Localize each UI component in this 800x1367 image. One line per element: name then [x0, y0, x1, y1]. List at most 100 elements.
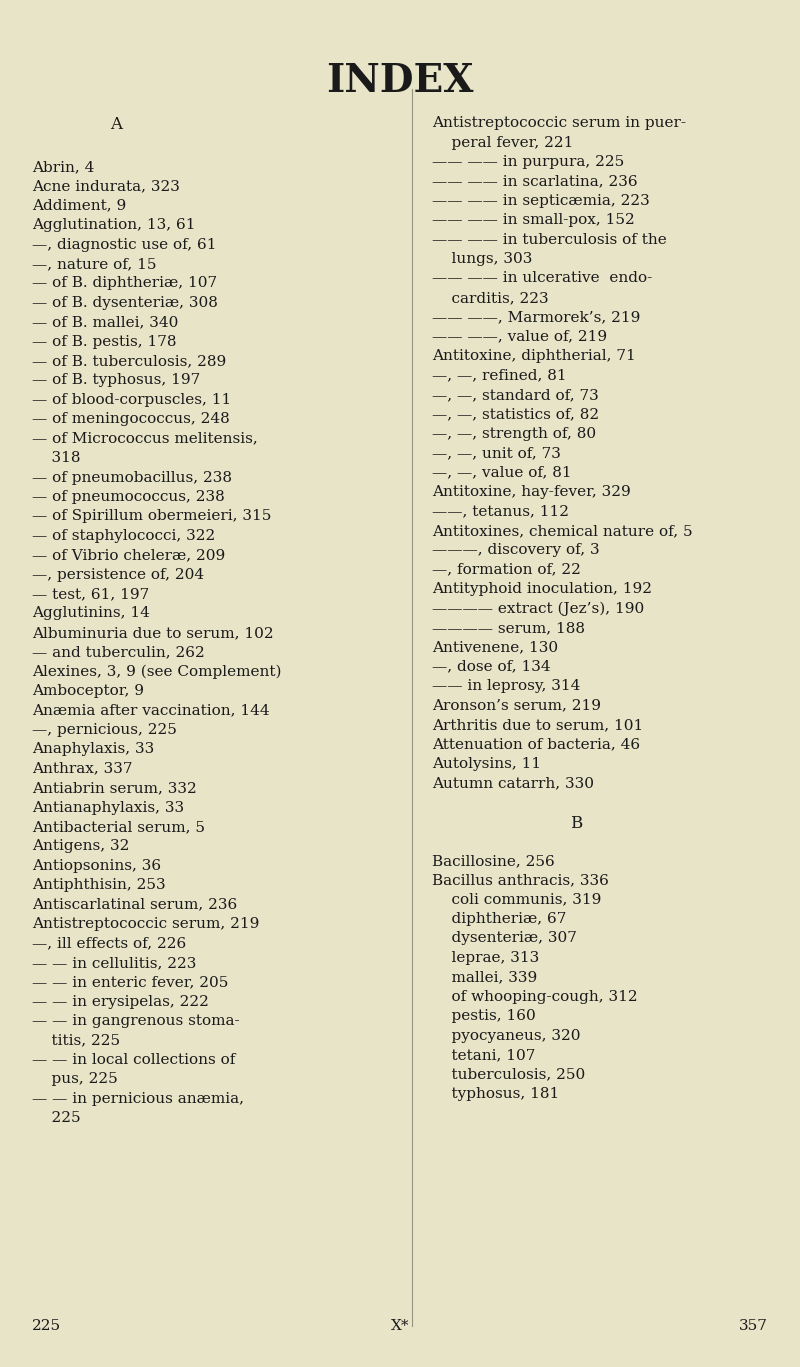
Text: Antistreptococcic serum in puer-: Antistreptococcic serum in puer- [432, 116, 686, 130]
Text: INDEX: INDEX [326, 62, 474, 100]
Text: pus, 225: pus, 225 [32, 1072, 118, 1087]
Text: A: A [110, 116, 122, 133]
Text: coli communis, 319: coli communis, 319 [432, 893, 602, 906]
Text: Alexines, 3, 9 (see Complement): Alexines, 3, 9 (see Complement) [32, 664, 282, 679]
Text: Antiscarlatinal serum, 236: Antiscarlatinal serum, 236 [32, 898, 238, 912]
Text: — of staphylococci, 322: — of staphylococci, 322 [32, 529, 215, 543]
Text: dysenteriæ, 307: dysenteriæ, 307 [432, 931, 577, 946]
Text: —— in leprosy, 314: —— in leprosy, 314 [432, 679, 580, 693]
Text: —— —— in ulcerative  endo-: —— —— in ulcerative endo- [432, 272, 652, 286]
Text: tuberculosis, 250: tuberculosis, 250 [432, 1068, 586, 1081]
Text: Agglutinins, 14: Agglutinins, 14 [32, 607, 150, 621]
Text: leprae, 313: leprae, 313 [432, 951, 539, 965]
Text: Antitoxines, chemical nature of, 5: Antitoxines, chemical nature of, 5 [432, 524, 693, 537]
Text: — of B. mallei, 340: — of B. mallei, 340 [32, 316, 178, 329]
Text: — of pneumococcus, 238: — of pneumococcus, 238 [32, 489, 225, 504]
Text: —, persistence of, 204: —, persistence of, 204 [32, 567, 204, 581]
Text: Antiphthisin, 253: Antiphthisin, 253 [32, 878, 166, 893]
Text: peral fever, 221: peral fever, 221 [432, 135, 574, 149]
Text: Antianaphylaxis, 33: Antianaphylaxis, 33 [32, 801, 184, 815]
Text: ———, discovery of, 3: ———, discovery of, 3 [432, 543, 600, 558]
Text: — of blood-corpuscles, 11: — of blood-corpuscles, 11 [32, 392, 231, 407]
Text: 318: 318 [32, 451, 81, 465]
Text: — of Micrococcus melitensis,: — of Micrococcus melitensis, [32, 432, 258, 446]
Text: —, diagnostic use of, 61: —, diagnostic use of, 61 [32, 238, 217, 252]
Text: ——, tetanus, 112: ——, tetanus, 112 [432, 504, 569, 518]
Text: Albuminuria due to serum, 102: Albuminuria due to serum, 102 [32, 626, 274, 640]
Text: —, —, value of, 81: —, —, value of, 81 [432, 466, 572, 480]
Text: Antitoxine, hay-fever, 329: Antitoxine, hay-fever, 329 [432, 485, 630, 499]
Text: —— —— in tuberculosis of the: —— —— in tuberculosis of the [432, 232, 666, 246]
Text: Anæmia after vaccination, 144: Anæmia after vaccination, 144 [32, 704, 270, 718]
Text: —, —, unit of, 73: —, —, unit of, 73 [432, 446, 561, 461]
Text: diphtheriæ, 67: diphtheriæ, 67 [432, 912, 566, 925]
Text: —, dose of, 134: —, dose of, 134 [432, 660, 550, 674]
Text: —, —, strength of, 80: —, —, strength of, 80 [432, 427, 596, 440]
Text: —, formation of, 22: —, formation of, 22 [432, 563, 581, 577]
Text: lungs, 303: lungs, 303 [432, 252, 532, 267]
Text: —, pernicious, 225: —, pernicious, 225 [32, 723, 177, 737]
Text: — of meningococcus, 248: — of meningococcus, 248 [32, 413, 230, 427]
Text: 225: 225 [32, 1319, 61, 1333]
Text: Antitoxine, diphtherial, 71: Antitoxine, diphtherial, 71 [432, 349, 636, 364]
Text: —, —, statistics of, 82: —, —, statistics of, 82 [432, 407, 599, 421]
Text: Antigens, 32: Antigens, 32 [32, 839, 130, 853]
Text: titis, 225: titis, 225 [32, 1033, 120, 1047]
Text: —— —— in scarlatina, 236: —— —— in scarlatina, 236 [432, 175, 638, 189]
Text: Antivenene, 130: Antivenene, 130 [432, 640, 558, 655]
Text: — — in pernicious anæmia,: — — in pernicious anæmia, [32, 1092, 244, 1106]
Text: Autumn catarrh, 330: Autumn catarrh, 330 [432, 776, 594, 790]
Text: — of B. dysenteriæ, 308: — of B. dysenteriæ, 308 [32, 295, 218, 310]
Text: — of B. diphtheriæ, 107: — of B. diphtheriæ, 107 [32, 276, 217, 290]
Text: Acne indurata, 323: Acne indurata, 323 [32, 179, 180, 193]
Text: 225: 225 [32, 1111, 81, 1125]
Text: pestis, 160: pestis, 160 [432, 1009, 536, 1023]
Text: typhosus, 181: typhosus, 181 [432, 1087, 559, 1100]
Text: ———— serum, 188: ———— serum, 188 [432, 621, 585, 634]
Text: Amboceptor, 9: Amboceptor, 9 [32, 684, 144, 699]
Text: —, —, refined, 81: —, —, refined, 81 [432, 369, 566, 383]
Text: — of Spirillum obermeieri, 315: — of Spirillum obermeieri, 315 [32, 510, 271, 524]
Text: mallei, 339: mallei, 339 [432, 971, 538, 984]
Text: ———— extract (Jez’s), 190: ———— extract (Jez’s), 190 [432, 601, 644, 617]
Text: carditis, 223: carditis, 223 [432, 291, 549, 305]
Text: —— —— in purpura, 225: —— —— in purpura, 225 [432, 154, 624, 170]
Text: Antityphoid inoculation, 192: Antityphoid inoculation, 192 [432, 582, 652, 596]
Text: —, ill effects of, 226: —, ill effects of, 226 [32, 936, 186, 950]
Text: Autolysins, 11: Autolysins, 11 [432, 757, 541, 771]
Text: — of B. tuberculosis, 289: — of B. tuberculosis, 289 [32, 354, 226, 368]
Text: B: B [570, 815, 582, 833]
Text: — — in enteric fever, 205: — — in enteric fever, 205 [32, 975, 228, 990]
Text: — — in erysipelas, 222: — — in erysipelas, 222 [32, 995, 209, 1009]
Text: — — in cellulitis, 223: — — in cellulitis, 223 [32, 956, 196, 969]
Text: Bacillosine, 256: Bacillosine, 256 [432, 854, 554, 868]
Text: — — in gangrenous stoma-: — — in gangrenous stoma- [32, 1014, 240, 1028]
Text: — test, 61, 197: — test, 61, 197 [32, 586, 150, 601]
Text: — and tuberculin, 262: — and tuberculin, 262 [32, 645, 205, 659]
Text: Antiabrin serum, 332: Antiabrin serum, 332 [32, 781, 197, 796]
Text: 357: 357 [739, 1319, 768, 1333]
Text: Antibacterial serum, 5: Antibacterial serum, 5 [32, 820, 205, 834]
Text: of whooping-cough, 312: of whooping-cough, 312 [432, 990, 638, 1003]
Text: — — in local collections of: — — in local collections of [32, 1053, 235, 1066]
Text: — of pneumobacillus, 238: — of pneumobacillus, 238 [32, 470, 232, 484]
Text: Attenuation of bacteria, 46: Attenuation of bacteria, 46 [432, 737, 640, 752]
Text: — of Vibrio cheleræ, 209: — of Vibrio cheleræ, 209 [32, 548, 226, 562]
Text: Anthrax, 337: Anthrax, 337 [32, 761, 133, 775]
Text: Anaphylaxis, 33: Anaphylaxis, 33 [32, 742, 154, 756]
Text: tetani, 107: tetani, 107 [432, 1048, 535, 1062]
Text: Addiment, 9: Addiment, 9 [32, 198, 126, 213]
Text: Antiopsonins, 36: Antiopsonins, 36 [32, 858, 161, 872]
Text: —, nature of, 15: —, nature of, 15 [32, 257, 157, 271]
Text: Aronson’s serum, 219: Aronson’s serum, 219 [432, 699, 601, 712]
Text: pyocyaneus, 320: pyocyaneus, 320 [432, 1028, 581, 1043]
Text: —— —— in small-pox, 152: —— —— in small-pox, 152 [432, 213, 634, 227]
Text: Agglutination, 13, 61: Agglutination, 13, 61 [32, 219, 195, 232]
Text: —— —— in septicæmia, 223: —— —— in septicæmia, 223 [432, 194, 650, 208]
Text: Antistreptococcic serum, 219: Antistreptococcic serum, 219 [32, 917, 259, 931]
Text: X*: X* [390, 1319, 410, 1333]
Text: Arthritis due to serum, 101: Arthritis due to serum, 101 [432, 718, 643, 731]
Text: —, —, standard of, 73: —, —, standard of, 73 [432, 388, 598, 402]
Text: — of B. pestis, 178: — of B. pestis, 178 [32, 335, 177, 349]
Text: —— ——, Marmorek’s, 219: —— ——, Marmorek’s, 219 [432, 310, 640, 324]
